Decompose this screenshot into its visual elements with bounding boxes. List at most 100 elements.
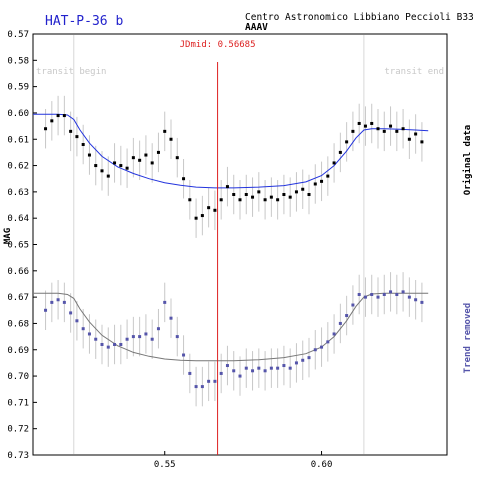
original-data-point	[50, 119, 54, 123]
y-tick-label: 0.62	[7, 162, 29, 172]
original-data-point	[382, 129, 386, 133]
detrended-data-point	[156, 327, 160, 331]
original-data-point	[395, 129, 399, 133]
original-data-point	[232, 193, 236, 197]
original-data-point	[320, 179, 324, 183]
original-data-point	[357, 121, 361, 125]
original-data-point	[407, 137, 411, 141]
original-data-point	[200, 214, 204, 218]
detrended-data-point	[414, 298, 418, 302]
detrended-data-point	[169, 316, 173, 320]
detrended-data-point	[56, 298, 60, 302]
y-tick-label: 0.68	[7, 319, 29, 329]
detrended-data-point	[50, 300, 54, 304]
detrended-data-point	[194, 385, 198, 389]
detrended-data-point	[263, 369, 267, 373]
detrended-data-point	[244, 366, 248, 370]
original-data-point	[288, 195, 292, 199]
transit-markers: transit begin transit end	[36, 35, 444, 454]
original-data-point	[69, 129, 73, 133]
detrended-data-point	[269, 366, 273, 370]
detrended-data-point	[288, 366, 292, 370]
detrended-data-point	[87, 332, 91, 336]
detrended-data-point	[345, 314, 349, 318]
original-data-point	[44, 127, 48, 131]
original-data-point	[301, 187, 305, 191]
y-tick-label: 0.72	[7, 425, 29, 435]
detrended-data-point	[219, 371, 223, 375]
original-data-label: Original data	[462, 125, 473, 195]
original-data-point	[294, 190, 298, 194]
y-tick-label: 0.70	[7, 372, 29, 382]
original-data-point	[313, 182, 317, 186]
y-tick-label: 0.73	[7, 451, 29, 461]
detrended-data-point	[182, 353, 186, 357]
original-data-point	[351, 129, 355, 133]
original-data-point	[414, 132, 418, 136]
detrended-data-point	[94, 337, 98, 341]
detrended-data-point	[407, 295, 411, 299]
original-data-point	[257, 190, 261, 194]
detrended-data-point	[100, 342, 104, 346]
y-tick-label: 0.57	[7, 30, 29, 40]
detrended-data-point	[150, 337, 154, 341]
original-data-point	[370, 121, 374, 125]
original-data-point	[113, 161, 117, 165]
original-data-point	[87, 153, 91, 157]
detrended-data-point	[188, 371, 192, 375]
transit-end-label: transit end	[384, 67, 444, 77]
original-data-point	[163, 129, 167, 133]
detrended-data-point	[238, 374, 242, 378]
detrended-data-point	[163, 300, 167, 304]
detrended-data-point	[320, 345, 324, 349]
y-tick-label: 0.61	[7, 135, 29, 145]
y-tick-label: 0.71	[7, 398, 29, 408]
detrended-data-point	[307, 356, 311, 360]
detrended-data-point	[401, 290, 405, 294]
x-tick-label: 0.55	[154, 460, 176, 470]
original-data-point	[338, 150, 342, 154]
transit-begin-label: transit begin	[36, 67, 106, 77]
original-data-point	[332, 161, 336, 165]
original-data-point	[75, 135, 79, 139]
detrended-data-point	[376, 295, 380, 299]
original-data-point	[363, 124, 367, 128]
original-data-point	[282, 193, 286, 197]
original-data-point	[94, 164, 98, 168]
original-data-point	[175, 156, 179, 160]
original-data-point	[150, 161, 154, 165]
detrended-data-point	[338, 321, 342, 325]
detrended-data-point	[420, 300, 424, 304]
y-tick-label: 0.59	[7, 83, 29, 93]
detrended-data-point	[389, 290, 393, 294]
original-data-point	[345, 140, 349, 144]
detrended-data-point	[282, 364, 286, 368]
detrended-data-point	[200, 385, 204, 389]
detrended-data-point	[395, 292, 399, 296]
y-tick-label: 0.60	[7, 109, 29, 119]
original-data-point	[276, 198, 280, 202]
y-axis-label: MAG	[3, 228, 13, 244]
original-data-point	[100, 169, 104, 173]
observatory-label: Centro Astronomico Libbiano Peccioli B33	[245, 12, 474, 23]
original-data-point	[144, 153, 148, 157]
detrended-data-point	[81, 327, 85, 331]
detrended-data-point	[125, 337, 129, 341]
y-tick-label: 0.69	[7, 346, 29, 356]
detrended-data-point	[232, 369, 236, 373]
original-data-point	[225, 185, 229, 189]
detrended-data-point	[62, 300, 66, 304]
y-tick-label: 0.67	[7, 293, 29, 303]
original-data-point	[138, 158, 142, 162]
original-data-point	[81, 143, 85, 147]
original-data-point	[207, 206, 211, 210]
data-points	[44, 114, 424, 389]
original-data-point	[125, 166, 129, 170]
original-data-point	[244, 193, 248, 197]
original-data-point	[263, 198, 267, 202]
detrended-data-point	[175, 335, 179, 339]
detrended-data-point	[119, 342, 123, 346]
original-data-point	[238, 198, 242, 202]
y-tick-label: 0.58	[7, 56, 29, 66]
y-axis-ticks: 0.57 0.58 0.59 0.60 0.61 0.62 0.63 0.64 0.65 0.66…	[7, 30, 37, 461]
